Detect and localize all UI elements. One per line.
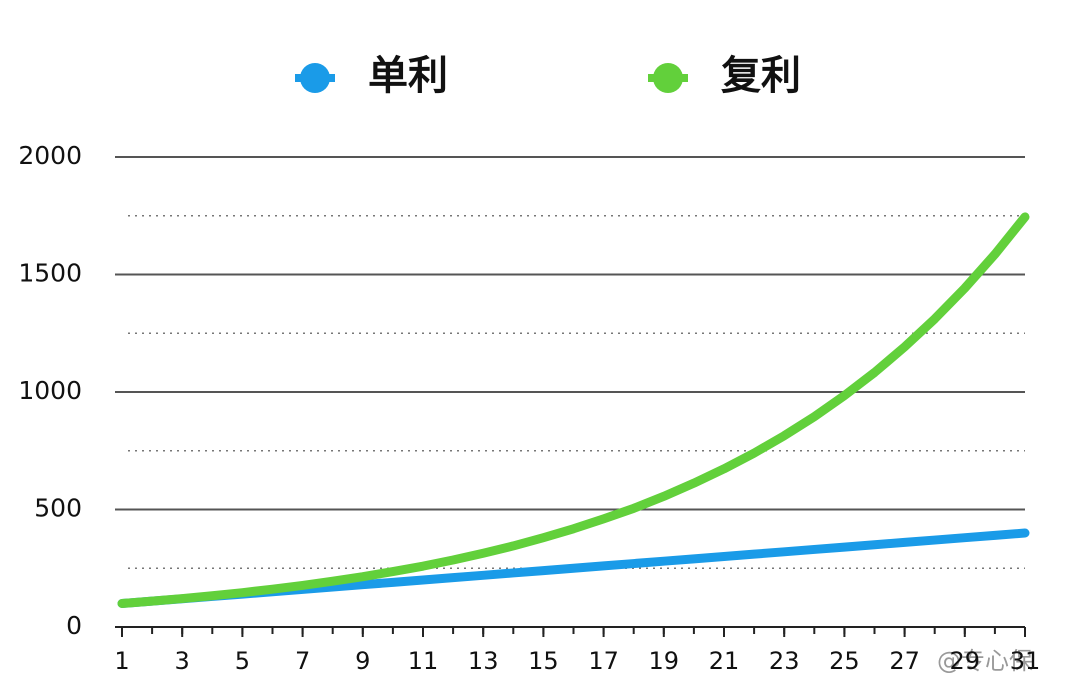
- legend-marker: [653, 63, 683, 93]
- x-tick-label: 11: [408, 647, 439, 675]
- x-tick-label: 19: [649, 647, 680, 675]
- x-tick-label: 9: [355, 647, 370, 675]
- x-tick-label: 31: [1010, 647, 1041, 675]
- y-tick-label: 1500: [18, 259, 82, 288]
- x-tick-label: 17: [588, 647, 619, 675]
- x-tick-label: 25: [829, 647, 860, 675]
- legend-label: 复利: [721, 53, 801, 99]
- x-tick-label: 29: [950, 647, 981, 675]
- y-tick-label: 1000: [18, 376, 82, 405]
- y-tick-label: 500: [34, 494, 82, 523]
- x-tick-label: 3: [175, 647, 190, 675]
- x-tick-label: 5: [235, 647, 250, 675]
- legend-marker: [300, 63, 330, 93]
- x-tick-label: 7: [295, 647, 310, 675]
- x-tick-label: 15: [528, 647, 559, 675]
- x-tick-label: 1: [114, 647, 129, 675]
- x-tick-label: 27: [889, 647, 920, 675]
- watermark: @专心保: [937, 647, 1033, 675]
- x-tick-label: 23: [769, 647, 800, 675]
- y-tick-label: 0: [66, 611, 82, 640]
- y-tick-label: 2000: [18, 141, 82, 170]
- x-tick-label: 21: [709, 647, 740, 675]
- legend-label: 单利: [368, 53, 448, 99]
- series-line: [117, 212, 1030, 608]
- x-tick-label: 13: [468, 647, 499, 675]
